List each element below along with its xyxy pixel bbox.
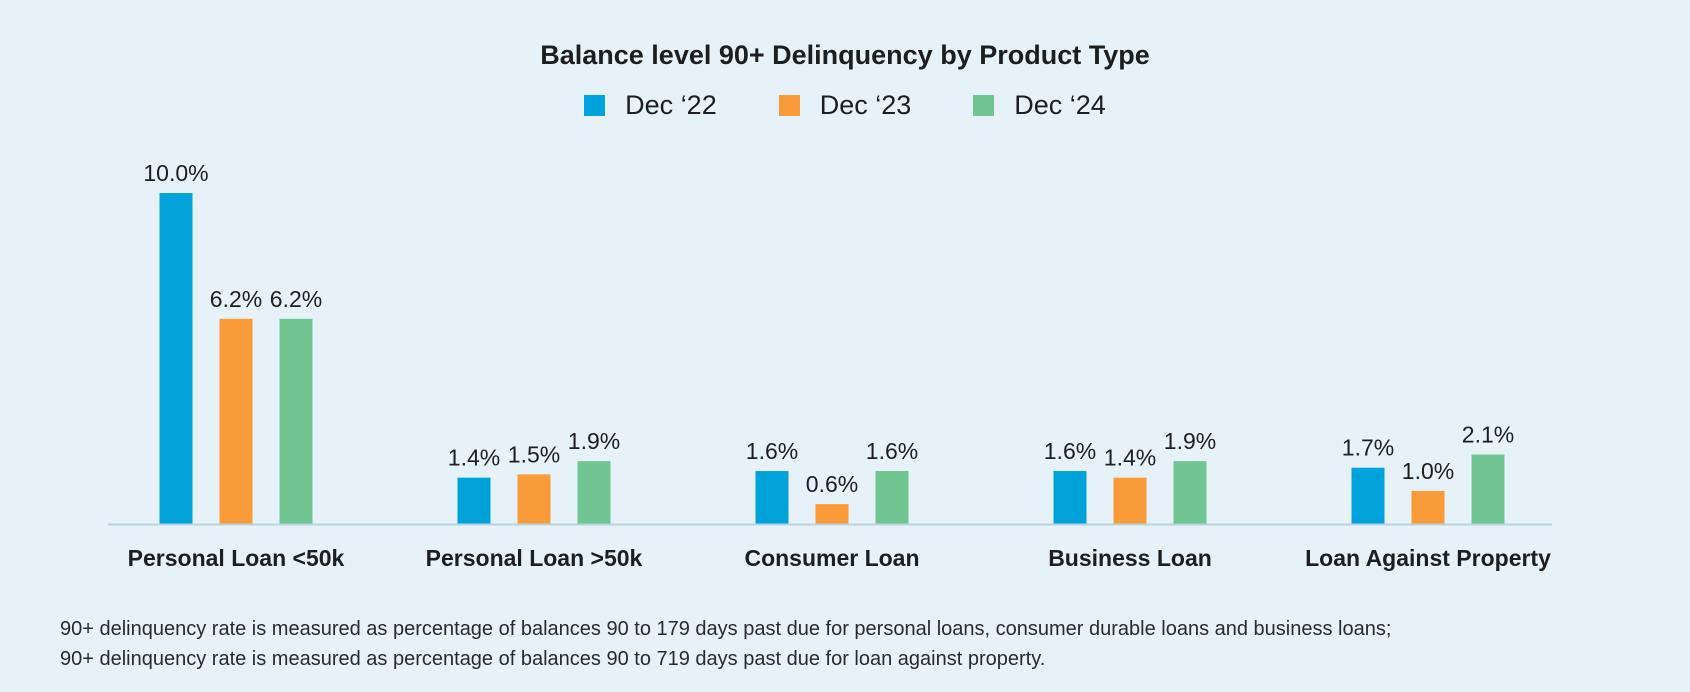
data-label: 0.6% [806,471,858,497]
legend-item-3: Dec ‘24 [973,90,1106,121]
bar-3-5 [1471,454,1505,524]
footnote: 90+ delinquency rate is measured as perc… [60,614,1391,674]
bar-3-1 [279,318,313,524]
bar-2-4 [1113,477,1147,524]
data-label: 1.7% [1342,435,1394,461]
bar-1-1 [159,193,193,524]
data-label: 1.4% [448,445,500,471]
data-label: 6.2% [210,286,262,312]
legend-label: Dec ‘22 [625,90,717,120]
data-label: 1.6% [866,438,918,464]
data-label: 1.5% [508,441,560,467]
data-label: 1.0% [1402,458,1454,484]
bar-2-3 [815,504,849,524]
legend-label: Dec ‘24 [1014,90,1106,120]
bar-2-5 [1411,490,1445,524]
category-label-1: Personal Loan <50k [128,545,345,571]
bar-1-2 [457,477,491,524]
bar-1-3 [755,471,789,524]
category-label-4: Business Loan [1048,545,1212,571]
category-label-3: Consumer Loan [744,545,919,571]
bar-3-4 [1173,461,1207,524]
legend-swatch [584,95,606,116]
bar-1-4 [1053,471,1087,524]
legend-item-2: Dec ‘23 [778,90,912,121]
data-label: 1.6% [746,438,798,464]
data-label: 1.9% [568,428,620,454]
footnote-line-2: 90+ delinquency rate is measured as perc… [60,648,1046,670]
data-label: 1.4% [1104,445,1156,471]
chart-title: Balance level 90+ Delinquency by Product… [540,40,1150,70]
data-label: 1.6% [1044,438,1096,464]
bar-2-1 [219,318,253,524]
data-label: 2.1% [1462,421,1514,447]
bar-3-3 [875,471,909,524]
legend-swatch [778,95,800,116]
data-label: 10.0% [143,160,208,186]
legend-item-1: Dec ‘22 [584,90,717,121]
category-label-2: Personal Loan >50k [426,545,643,571]
bar-3-2 [577,461,611,524]
category-label-5: Loan Against Property [1305,545,1551,571]
bar-1-5 [1351,467,1385,524]
bar-2-2 [517,474,551,524]
legend: Dec ‘22 Dec ‘23 Dec ‘24 [0,90,1690,121]
legend-label: Dec ‘23 [819,90,912,120]
footnote-line-1: 90+ delinquency rate is measured as perc… [60,618,1392,640]
data-label: 1.9% [1164,428,1216,454]
bar-chart: 10.0% 6.2% 6.2% Personal Loan <50k 1.4% 1.5% 1… [108,160,1552,571]
legend-swatch [973,95,995,116]
data-label: 6.2% [270,286,322,312]
